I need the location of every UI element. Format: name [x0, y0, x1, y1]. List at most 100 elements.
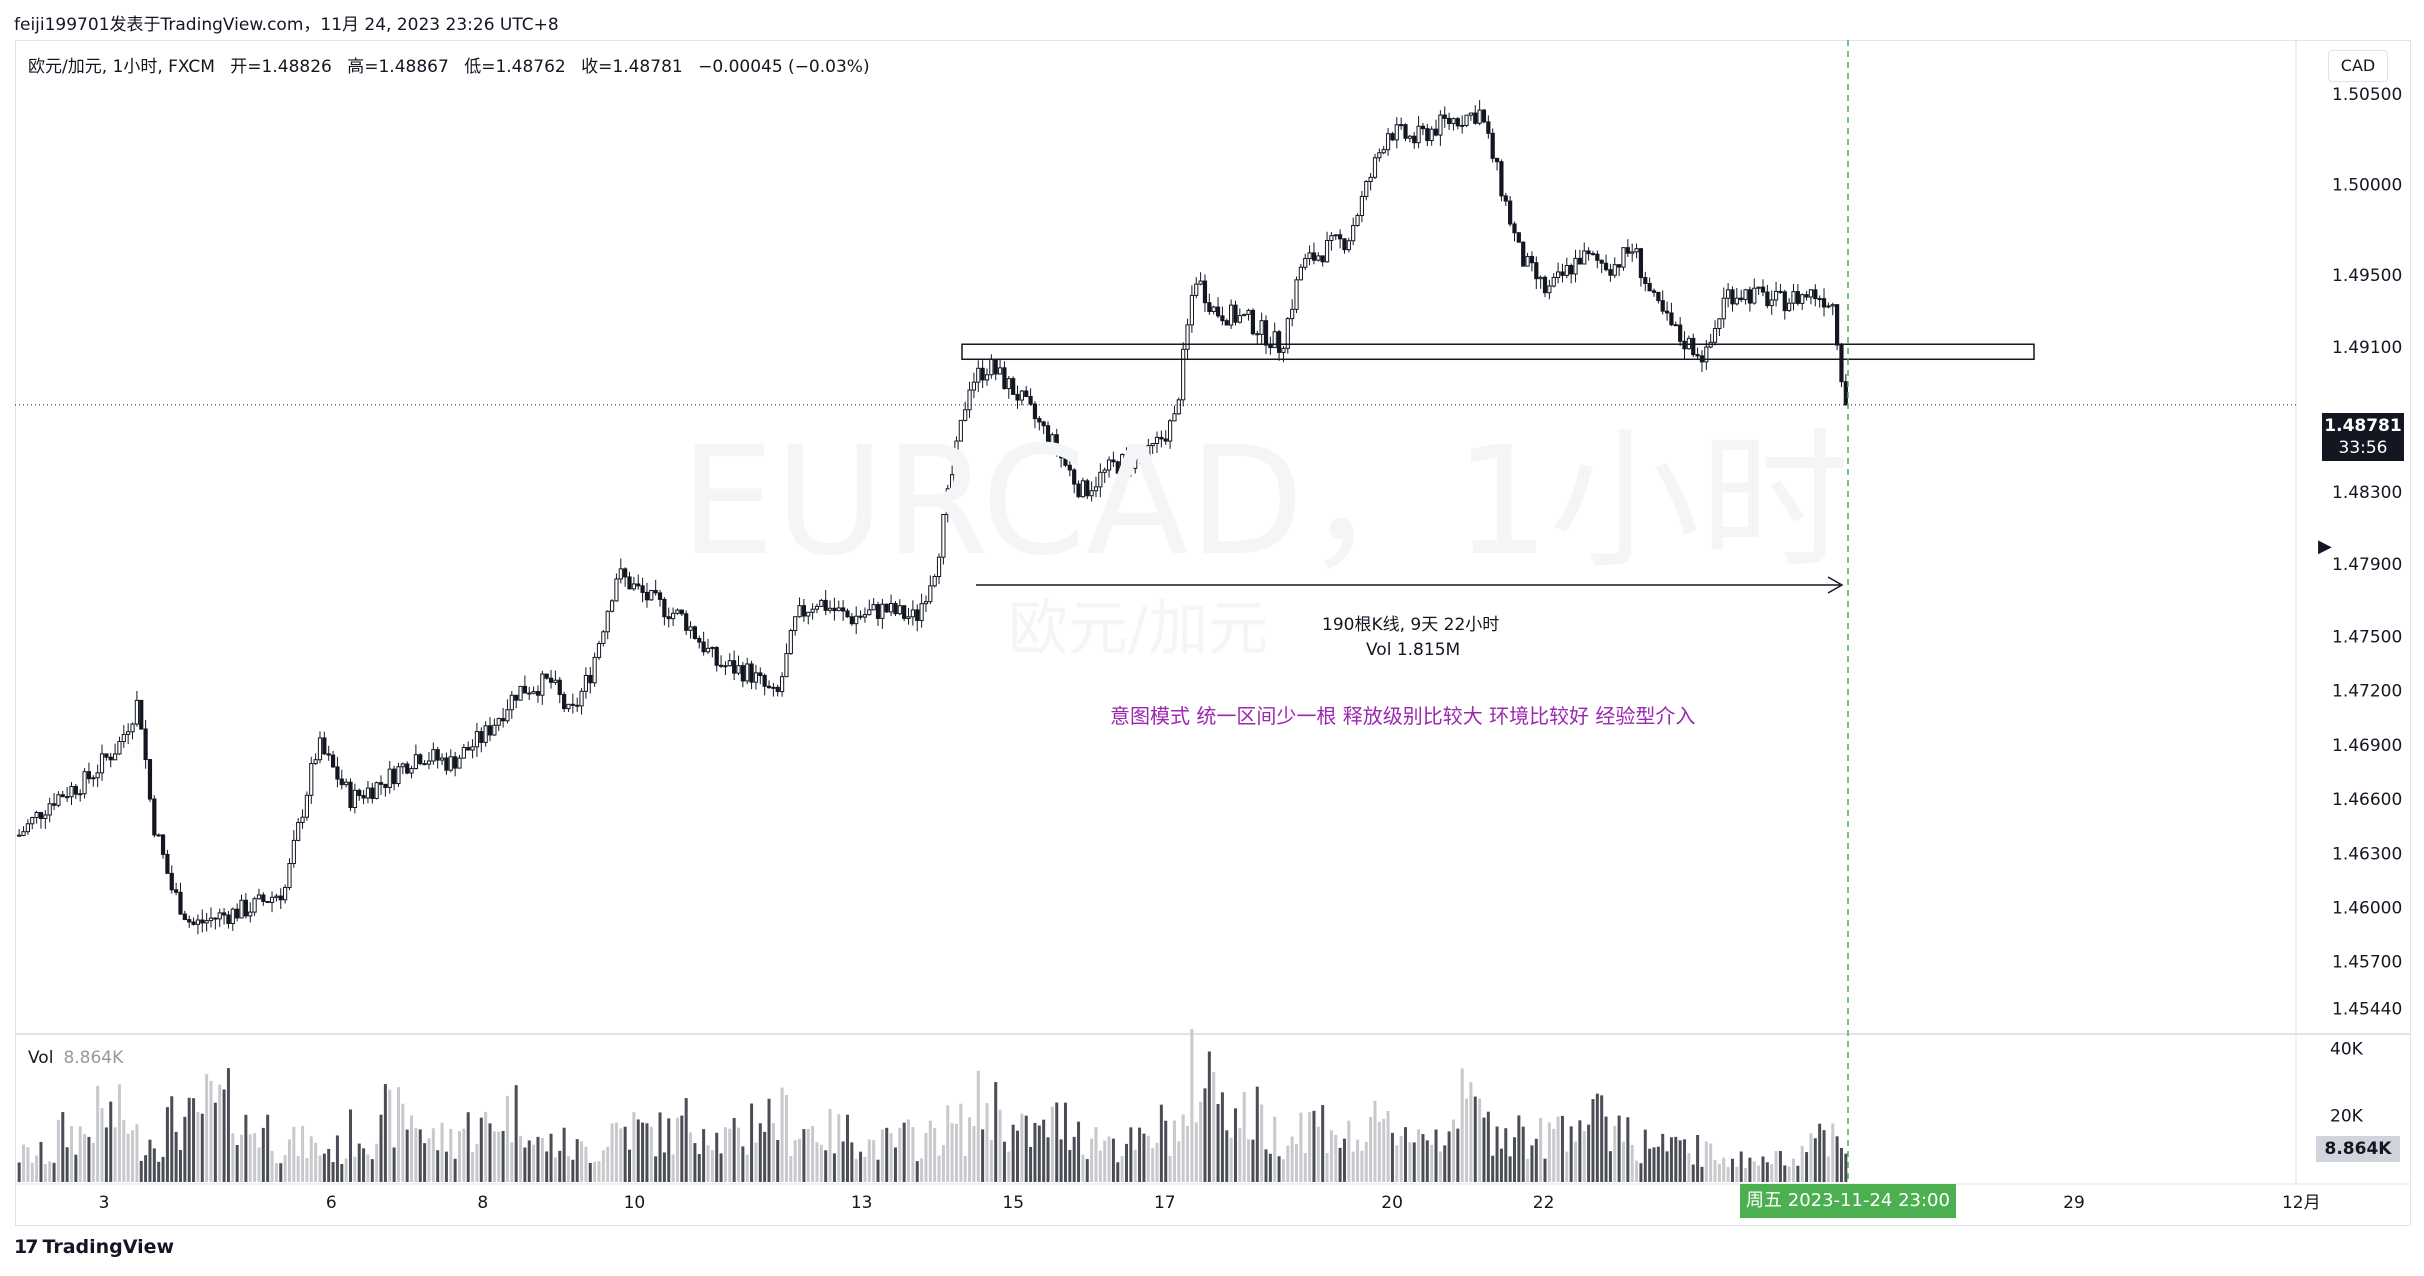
candle-body	[200, 919, 205, 924]
candle-body	[204, 920, 209, 924]
candle-body	[287, 863, 292, 889]
volume-bar	[1281, 1159, 1285, 1182]
volume-bar	[684, 1098, 688, 1182]
candle-body	[509, 694, 514, 711]
volume-bar	[1172, 1120, 1176, 1182]
volume-bar	[623, 1126, 627, 1182]
volume-bar	[178, 1150, 182, 1182]
volume-bar	[379, 1114, 383, 1182]
candle-body	[1128, 455, 1133, 469]
tradingview-logo[interactable]: 17 TradingView	[14, 1236, 174, 1258]
legend-symbol[interactable]: 欧元/加元, 1小时, FXCM	[28, 57, 215, 77]
volume-bar	[222, 1089, 226, 1182]
candle-body	[1172, 413, 1177, 422]
price-tick-label: 1.47900	[2332, 555, 2402, 575]
candle-body	[1813, 289, 1818, 300]
volume-bar	[1220, 1092, 1224, 1182]
candle-body	[858, 615, 863, 618]
volume-bar	[418, 1129, 422, 1182]
candle-body	[1839, 344, 1844, 383]
candle-body	[1272, 331, 1277, 349]
volume-bar	[52, 1162, 56, 1182]
volume-bar	[771, 1123, 775, 1182]
volume-bar	[505, 1095, 509, 1182]
volume-bar	[523, 1147, 527, 1182]
volume-bar	[1552, 1128, 1556, 1182]
candle-body	[239, 899, 244, 919]
candle-body	[300, 816, 305, 823]
price-tick-label: 1.50000	[2332, 176, 2402, 196]
candle-body	[657, 592, 663, 600]
volume-bar	[946, 1105, 950, 1182]
volume-bar	[867, 1139, 871, 1182]
volume-bar	[758, 1123, 762, 1182]
volume-bar	[318, 1155, 322, 1182]
volume-bar	[566, 1156, 570, 1182]
candle-body	[252, 898, 257, 913]
candle-body	[147, 759, 153, 800]
candle-body	[396, 766, 401, 785]
candle-body	[1281, 347, 1286, 353]
candle-body	[243, 899, 248, 917]
candle-body	[1098, 471, 1103, 488]
volume-bar	[497, 1131, 501, 1182]
candle-body	[296, 821, 301, 841]
volume-bar	[1373, 1100, 1377, 1182]
volume-bar	[710, 1150, 714, 1182]
candle-body	[893, 602, 898, 615]
candle-body	[753, 672, 759, 683]
volume-bar	[104, 1127, 108, 1182]
volume-bar	[1704, 1141, 1708, 1182]
volume-bar	[1116, 1162, 1120, 1182]
measure-volume-label: Vol 1.815M	[1366, 640, 1461, 660]
candle-body	[1481, 109, 1487, 123]
volume-bar	[519, 1135, 523, 1182]
candle-body	[1625, 247, 1630, 254]
volume-bar	[1164, 1120, 1168, 1182]
candle-body	[1451, 118, 1456, 124]
candle-body	[1425, 128, 1430, 142]
candle-body	[1342, 238, 1347, 251]
volume-bar	[157, 1161, 161, 1182]
chart-note[interactable]: 意图模式 统一区间少一根 释放级别比较大 环境比较好 经验型介入	[1110, 704, 1696, 728]
volume-bar	[972, 1126, 976, 1182]
volume-bar	[1273, 1116, 1277, 1182]
currency-button[interactable]: CAD	[2328, 50, 2388, 82]
volume-bar	[78, 1126, 82, 1182]
volume-bar	[1674, 1136, 1678, 1182]
volume-bar	[553, 1157, 557, 1182]
volume-bar	[1678, 1140, 1682, 1182]
candle-body	[609, 600, 615, 612]
volume-bar	[1669, 1137, 1673, 1182]
candle-body	[1215, 306, 1221, 317]
volume-bar	[431, 1128, 435, 1182]
volume-bar	[876, 1159, 880, 1182]
volume-bar	[1111, 1138, 1115, 1182]
volume-bar	[209, 1080, 213, 1182]
candle-body	[1385, 133, 1391, 151]
candle-body	[1359, 195, 1365, 216]
volume-bar	[588, 1162, 592, 1182]
candle-body	[631, 583, 636, 590]
volume-bar	[1700, 1166, 1704, 1182]
candle-body	[714, 646, 719, 666]
volume-bar	[100, 1108, 104, 1182]
ohlc-legend[interactable]: 欧元/加元, 1小时, FXCM 开=1.48826 高=1.48867 低=1…	[28, 52, 880, 77]
volume-bar	[532, 1144, 536, 1182]
candle-body	[487, 725, 493, 736]
volume-legend[interactable]: Vol 8.864K	[28, 1048, 123, 1068]
candle-body	[819, 599, 824, 607]
scroll-right-icon[interactable]: ▶	[2318, 536, 2332, 557]
volume-bar	[74, 1154, 78, 1182]
candle-body	[1303, 258, 1308, 268]
volume-bar	[240, 1134, 244, 1182]
candle-body	[208, 917, 214, 922]
time-tick-label: 12月	[2282, 1193, 2321, 1213]
volume-bar	[1818, 1123, 1822, 1182]
chart-frame[interactable]	[15, 40, 2411, 1226]
candle-body	[1760, 286, 1766, 293]
volume-bar	[1212, 1072, 1216, 1182]
volume-bar	[1656, 1146, 1660, 1182]
candle-body	[1019, 390, 1024, 401]
